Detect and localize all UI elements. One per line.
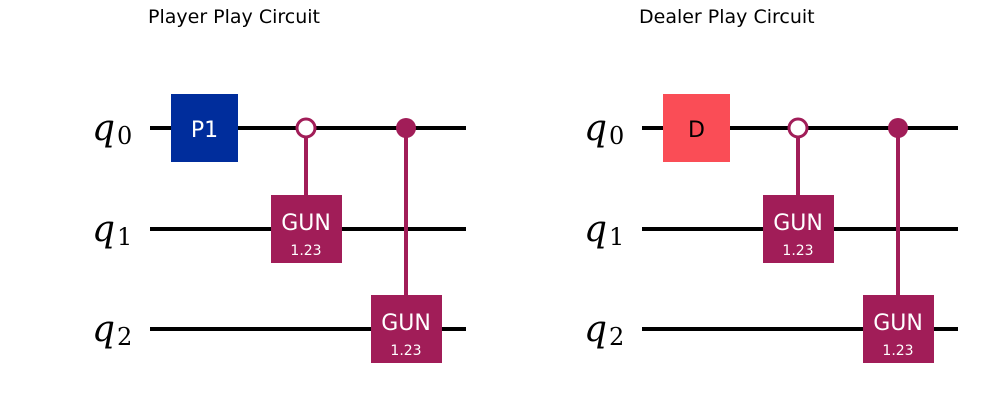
control-open-dot (787, 117, 809, 139)
circuit-0: q0 q1 q2 P1 GUN 1.23 GUN 1.23 (92, 94, 466, 363)
gun-gate-param: 1.23 (290, 243, 321, 259)
circuit-title-player: Player Play Circuit (148, 6, 320, 28)
qubit-label-1: q1 (584, 209, 624, 251)
gun-gate-param: 1.23 (882, 343, 913, 359)
qubit-label-2: q2 (584, 309, 624, 351)
first-gate-label: P1 (191, 118, 218, 143)
gun-gate-box (763, 195, 834, 263)
control-filled-dot (396, 118, 416, 138)
circuit-title-dealer: Dealer Play Circuit (639, 6, 815, 28)
gun-gate-param: 1.23 (782, 243, 813, 259)
gun-gate-param: 1.23 (390, 343, 421, 359)
gun-gate-box (371, 295, 442, 363)
gun-gate-box (271, 195, 342, 263)
first-gate-box (171, 94, 238, 162)
circuit-1: q0 q1 q2 D GUN 1.23 GUN 1.23 (584, 94, 958, 363)
gun-gate-label: GUN (773, 211, 823, 236)
qubit-label-1: q1 (92, 209, 132, 251)
control-open-dot (295, 117, 317, 139)
qubit-label-0: q0 (92, 108, 132, 150)
gun-gate-label: GUN (381, 311, 431, 336)
qubit-label-2: q2 (92, 309, 132, 351)
control-filled-dot (888, 118, 908, 138)
gun-gate-box (863, 295, 934, 363)
first-gate-box (663, 94, 730, 162)
gun-gate-label: GUN (281, 211, 331, 236)
qubit-label-0: q0 (584, 108, 624, 150)
first-gate-label: D (688, 118, 705, 143)
gun-gate-label: GUN (873, 311, 923, 336)
